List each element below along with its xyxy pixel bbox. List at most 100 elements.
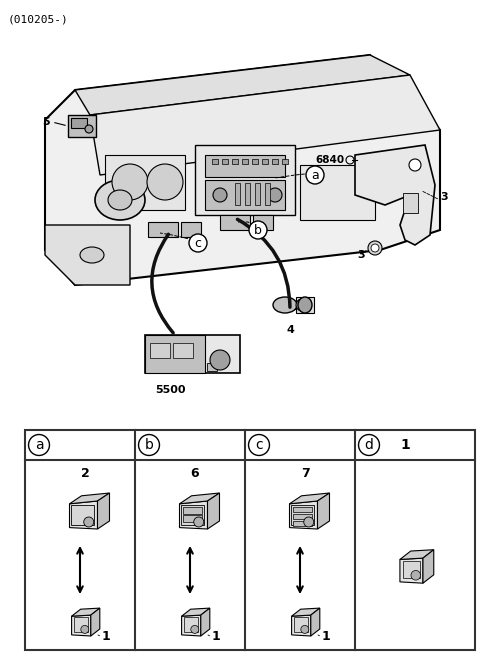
Text: c: c bbox=[194, 236, 202, 250]
Bar bbox=[272, 159, 278, 164]
Polygon shape bbox=[400, 550, 434, 560]
Text: 6840: 6840 bbox=[316, 155, 345, 165]
Polygon shape bbox=[97, 493, 109, 529]
Text: (010205-): (010205-) bbox=[8, 14, 69, 24]
Bar bbox=[293, 521, 312, 526]
Text: 1: 1 bbox=[322, 631, 331, 643]
Bar bbox=[245, 183, 250, 205]
Bar bbox=[25, 430, 475, 650]
Bar bbox=[403, 193, 418, 213]
Polygon shape bbox=[423, 550, 434, 583]
Text: c: c bbox=[255, 438, 263, 452]
Text: 5500: 5500 bbox=[155, 385, 185, 395]
Polygon shape bbox=[292, 608, 320, 616]
Bar bbox=[195, 145, 295, 215]
Bar bbox=[181, 505, 204, 525]
Ellipse shape bbox=[304, 517, 314, 527]
Text: 3: 3 bbox=[440, 192, 448, 202]
Polygon shape bbox=[207, 493, 219, 529]
Bar bbox=[71, 118, 87, 128]
Bar bbox=[296, 297, 314, 313]
Ellipse shape bbox=[81, 625, 89, 633]
Bar bbox=[252, 159, 258, 164]
Ellipse shape bbox=[147, 164, 183, 200]
Polygon shape bbox=[90, 75, 440, 175]
Ellipse shape bbox=[371, 244, 379, 252]
Polygon shape bbox=[292, 615, 311, 636]
Text: 2: 2 bbox=[81, 467, 89, 479]
Ellipse shape bbox=[85, 125, 93, 133]
Ellipse shape bbox=[273, 297, 297, 313]
Bar bbox=[220, 215, 250, 230]
Bar bbox=[148, 222, 178, 237]
Bar bbox=[300, 165, 375, 220]
Text: 7: 7 bbox=[300, 467, 310, 479]
Bar bbox=[282, 159, 288, 164]
Bar bbox=[183, 515, 202, 522]
Bar bbox=[71, 505, 94, 525]
Text: b: b bbox=[144, 438, 154, 452]
Bar bbox=[145, 335, 240, 373]
Ellipse shape bbox=[301, 625, 309, 633]
Bar bbox=[212, 159, 218, 164]
Ellipse shape bbox=[194, 517, 204, 527]
Polygon shape bbox=[75, 55, 410, 115]
Bar bbox=[253, 215, 273, 230]
Ellipse shape bbox=[411, 570, 420, 580]
Polygon shape bbox=[45, 225, 130, 285]
Polygon shape bbox=[289, 493, 329, 504]
Bar bbox=[184, 618, 198, 631]
Bar bbox=[74, 618, 88, 631]
Ellipse shape bbox=[191, 625, 199, 633]
Polygon shape bbox=[289, 501, 317, 529]
Text: d: d bbox=[365, 438, 373, 452]
Bar bbox=[403, 561, 420, 578]
Ellipse shape bbox=[80, 247, 104, 263]
Bar bbox=[277, 301, 302, 309]
Ellipse shape bbox=[368, 241, 382, 255]
Polygon shape bbox=[400, 558, 423, 583]
Polygon shape bbox=[91, 608, 100, 636]
Ellipse shape bbox=[268, 188, 282, 202]
Bar bbox=[293, 507, 312, 512]
Polygon shape bbox=[181, 608, 210, 616]
Polygon shape bbox=[317, 493, 329, 529]
Bar bbox=[294, 618, 308, 631]
Polygon shape bbox=[45, 55, 440, 285]
Ellipse shape bbox=[296, 299, 308, 311]
Polygon shape bbox=[181, 615, 201, 636]
Bar bbox=[232, 159, 238, 164]
Polygon shape bbox=[70, 501, 97, 529]
Bar bbox=[205, 180, 285, 210]
Ellipse shape bbox=[409, 159, 421, 171]
Bar bbox=[205, 155, 285, 177]
Ellipse shape bbox=[108, 190, 132, 210]
Polygon shape bbox=[201, 608, 210, 636]
Text: b: b bbox=[254, 224, 262, 236]
Bar bbox=[105, 155, 185, 210]
Polygon shape bbox=[355, 145, 435, 245]
Bar bbox=[265, 183, 270, 205]
Polygon shape bbox=[72, 615, 91, 636]
Polygon shape bbox=[180, 493, 219, 504]
Bar bbox=[183, 507, 202, 513]
Text: a: a bbox=[35, 438, 43, 452]
Bar bbox=[173, 343, 193, 358]
Ellipse shape bbox=[213, 188, 227, 202]
Bar bbox=[291, 505, 314, 525]
Bar bbox=[145, 335, 205, 373]
Polygon shape bbox=[72, 608, 100, 616]
Ellipse shape bbox=[95, 180, 145, 220]
Bar bbox=[255, 183, 260, 205]
Text: 3: 3 bbox=[358, 250, 365, 260]
Bar bbox=[235, 183, 240, 205]
Text: 6: 6 bbox=[191, 467, 199, 479]
Ellipse shape bbox=[210, 350, 230, 370]
Text: 1: 1 bbox=[212, 631, 221, 643]
Text: 1: 1 bbox=[400, 438, 410, 452]
Bar bbox=[207, 363, 217, 371]
Ellipse shape bbox=[112, 164, 148, 200]
Text: 4: 4 bbox=[286, 325, 294, 335]
Polygon shape bbox=[70, 493, 109, 504]
Bar bbox=[181, 222, 201, 237]
